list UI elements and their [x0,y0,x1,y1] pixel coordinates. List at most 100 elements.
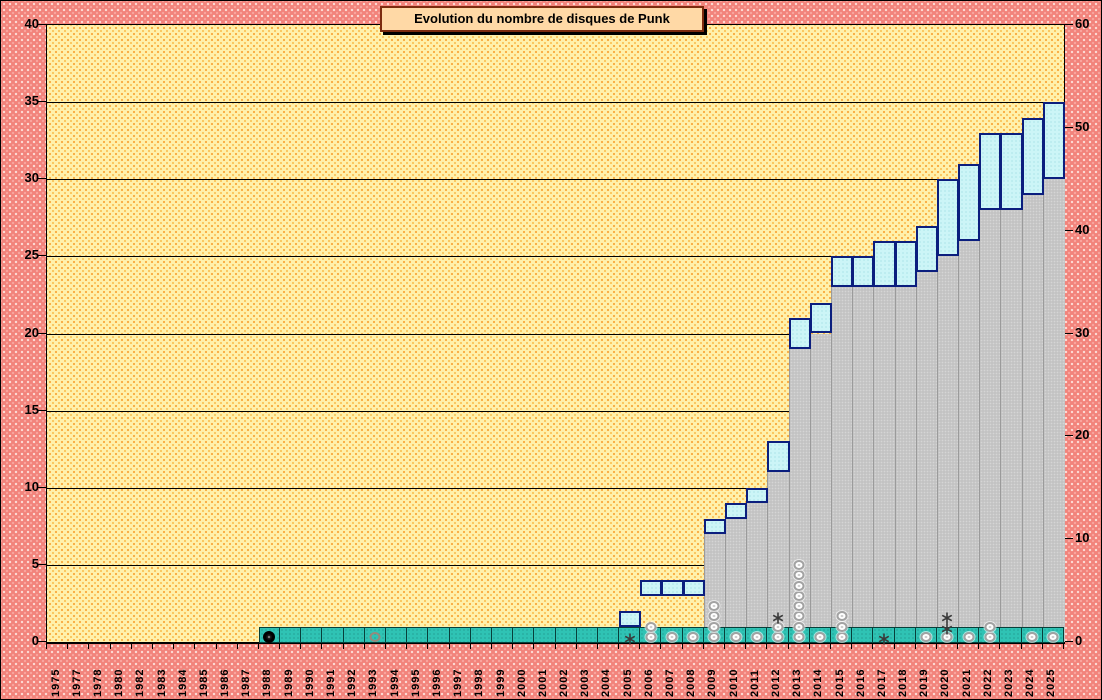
x-axis-tick-2 [88,643,90,649]
bar-2018 [894,240,917,288]
circle-marker-2010 [730,632,742,642]
x-axis-label-1977: 1977 [70,668,83,697]
y-axis-tick-right-50 [1065,126,1073,128]
bar-2019 [915,225,938,272]
x-axis-tick-27 [618,643,620,649]
x-axis-label-1984: 1984 [176,668,189,697]
gridline-15 [47,410,1064,412]
x-axis-tick-1 [67,643,69,649]
y-axis-label-left-15: 15 [24,401,39,417]
black-donut-marker-1988 [263,631,276,643]
bar-2014 [809,302,832,334]
x-axis-tick-8 [215,643,217,649]
x-axis-label-2007: 2007 [664,668,677,697]
x-axis-tick-0 [46,643,47,649]
x-axis-tick-16 [385,643,386,649]
bar-2025 [1042,102,1065,180]
x-axis-tick-22 [512,643,514,649]
x-axis-label-2024: 2024 [1024,668,1037,697]
y-axis-tick-left-20 [38,332,46,334]
x-axis-label-1978: 1978 [91,668,104,697]
circle-marker-2014 [814,632,826,642]
x-axis-label-1999: 1999 [494,668,507,697]
x-axis-label-1995: 1995 [409,668,422,697]
base-strip-cell-2016 [851,626,874,643]
y-axis-label-right-50: 50 [1075,118,1090,134]
gray-ring-marker-1993 [369,632,381,642]
x-axis-tick-15 [363,643,365,649]
circle-marker-2013 [793,601,805,612]
x-axis-label-1988: 1988 [261,668,274,697]
bar-2013 [788,318,811,349]
bar-2016 [852,256,875,288]
base-strip-cell-1991 [321,626,344,643]
asterisk-marker-2005 [624,632,635,645]
base-strip-cell-1996 [427,626,450,643]
x-axis-label-1985: 1985 [197,668,210,697]
x-axis-tick-3 [109,643,111,649]
x-axis-tick-46 [1020,643,1022,649]
x-axis-label-1987: 1987 [240,668,253,697]
x-axis-tick-31 [702,643,704,649]
y-axis-tick-right-10 [1065,538,1073,540]
y-axis-label-right-40: 40 [1075,221,1090,237]
x-axis-label-2022: 2022 [981,668,994,697]
base-strip-cell-2018 [893,626,916,643]
x-axis-label-2020: 2020 [939,668,952,697]
base-strip-cell-1990 [300,626,323,643]
x-axis-label-2013: 2013 [791,668,804,697]
bar-2005 [619,611,642,627]
y-axis-tick-right-20 [1065,435,1073,437]
y-axis-label-left-5: 5 [31,555,39,571]
y-axis-label-left-20: 20 [24,324,39,340]
x-axis-tick-4 [130,643,132,649]
circle-marker-2022 [984,632,996,642]
x-axis-label-1992: 1992 [346,668,359,697]
x-axis-tick-30 [681,643,683,649]
base-strip-cell-1994 [385,626,408,643]
gray-area-col-2018 [894,287,917,642]
bar-2008 [682,580,705,596]
bar-2017 [873,240,896,288]
x-axis-tick-24 [554,643,556,649]
y-axis-label-left-0: 0 [31,633,39,648]
x-axis-tick-19 [448,643,450,649]
gray-area-col-2015 [830,287,854,642]
x-axis-label-2002: 2002 [558,668,571,697]
x-axis-tick-25 [575,643,577,649]
x-axis-tick-40 [893,643,895,649]
x-axis-tick-9 [236,643,238,649]
x-axis-label-1996: 1996 [430,668,443,697]
gray-area-col-2019 [915,271,938,642]
gray-area-col-2012 [767,472,790,642]
circle-marker-2006 [645,621,657,632]
base-strip-cell-1995 [406,626,429,643]
x-axis-tick-44 [978,643,980,649]
x-axis-tick-11 [279,643,281,649]
gray-area-col-2025 [1042,179,1065,642]
x-axis-tick-35 [787,643,789,649]
x-axis-tick-36 [808,643,810,649]
gray-area-col-2020 [936,256,960,642]
x-axis-label-2014: 2014 [812,668,825,697]
x-axis-label-2000: 2000 [515,668,528,697]
asterisk-marker-2020 [942,611,953,624]
gridline-5 [47,564,1064,566]
gridline-30 [47,179,1064,181]
circle-marker-2013 [793,632,805,642]
x-axis-label-2012: 2012 [769,668,782,697]
y-axis-tick-left-40 [38,24,46,25]
bar-2015 [830,256,854,288]
asterisk-marker-2017 [878,632,890,645]
y-axis-tick-left-30 [38,178,46,180]
x-axis-label-2021: 2021 [960,668,973,697]
x-axis-label-1990: 1990 [303,668,316,697]
gray-area-col-2014 [809,333,832,642]
bar-2006 [640,580,663,596]
bar-2011 [746,487,769,504]
circle-marker-2013 [793,570,805,581]
x-axis-tick-29 [660,643,662,649]
base-strip-cell-1989 [279,626,302,643]
gridline-20 [47,333,1064,335]
bar-2009 [703,518,726,535]
